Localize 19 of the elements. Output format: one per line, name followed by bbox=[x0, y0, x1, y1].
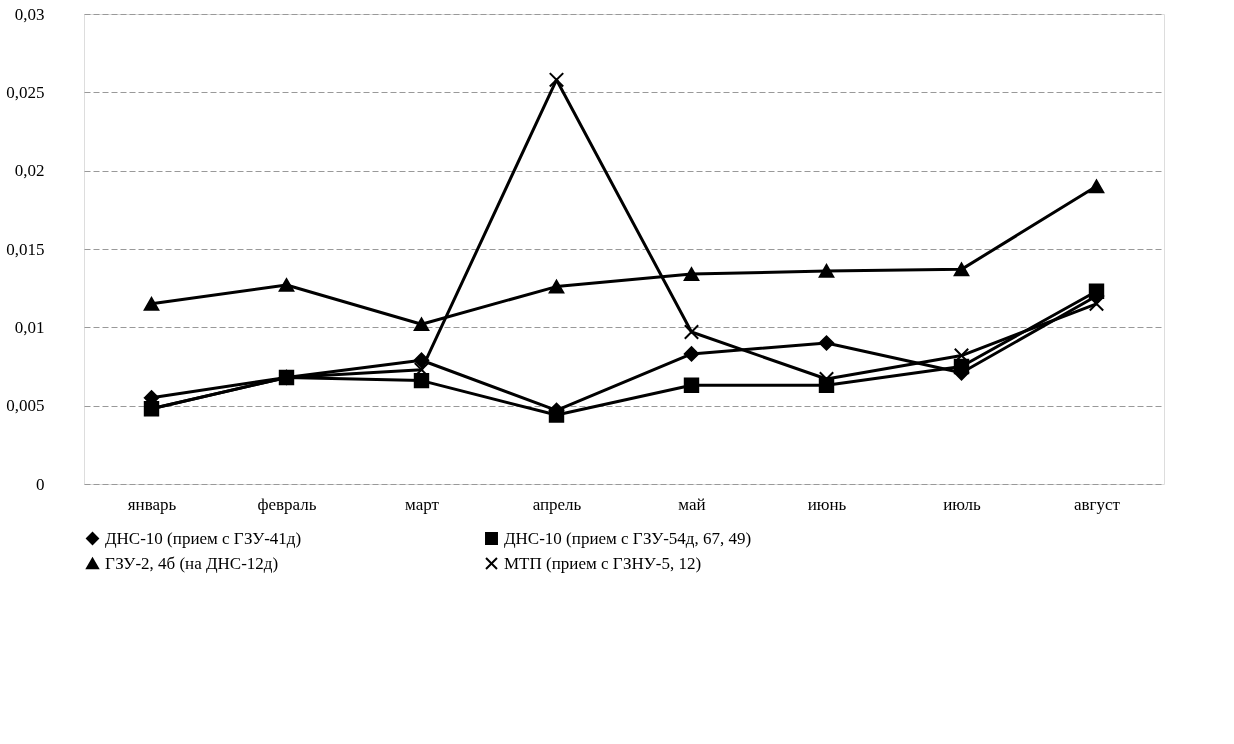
y-tick-label: 0,03 bbox=[14, 4, 45, 24]
legend-label: ДНС-10 (прием с ГЗУ-41д) bbox=[105, 528, 302, 548]
y-tick-label: 0,025 bbox=[6, 82, 45, 102]
y-tick-label: 0 bbox=[36, 474, 45, 494]
legend-label: ДНС-10 (прием с ГЗУ-54д, 67, 49) bbox=[504, 528, 752, 548]
legend-label: МТП (прием с ГЗНУ-5, 12) bbox=[504, 553, 702, 573]
x-tick-label: август bbox=[1073, 494, 1121, 514]
y-tick-label: 0,01 bbox=[14, 317, 45, 337]
y-tick-label: 0,005 bbox=[6, 396, 45, 416]
x-tick-label: март bbox=[405, 494, 440, 514]
y-tick-label: 0,02 bbox=[14, 161, 45, 181]
x-tick-label: апрель bbox=[532, 494, 582, 514]
y-tick-label: 0,015 bbox=[6, 239, 45, 259]
x-tick-label: июль bbox=[943, 494, 982, 514]
x-tick-label: май bbox=[678, 494, 706, 514]
x-tick-label: февраль bbox=[257, 494, 317, 514]
x-tick-label: январь bbox=[127, 494, 177, 514]
legend-label: ГЗУ-2, 4б (на ДНС-12д) bbox=[105, 553, 279, 573]
x-tick-label: июнь bbox=[807, 494, 847, 514]
